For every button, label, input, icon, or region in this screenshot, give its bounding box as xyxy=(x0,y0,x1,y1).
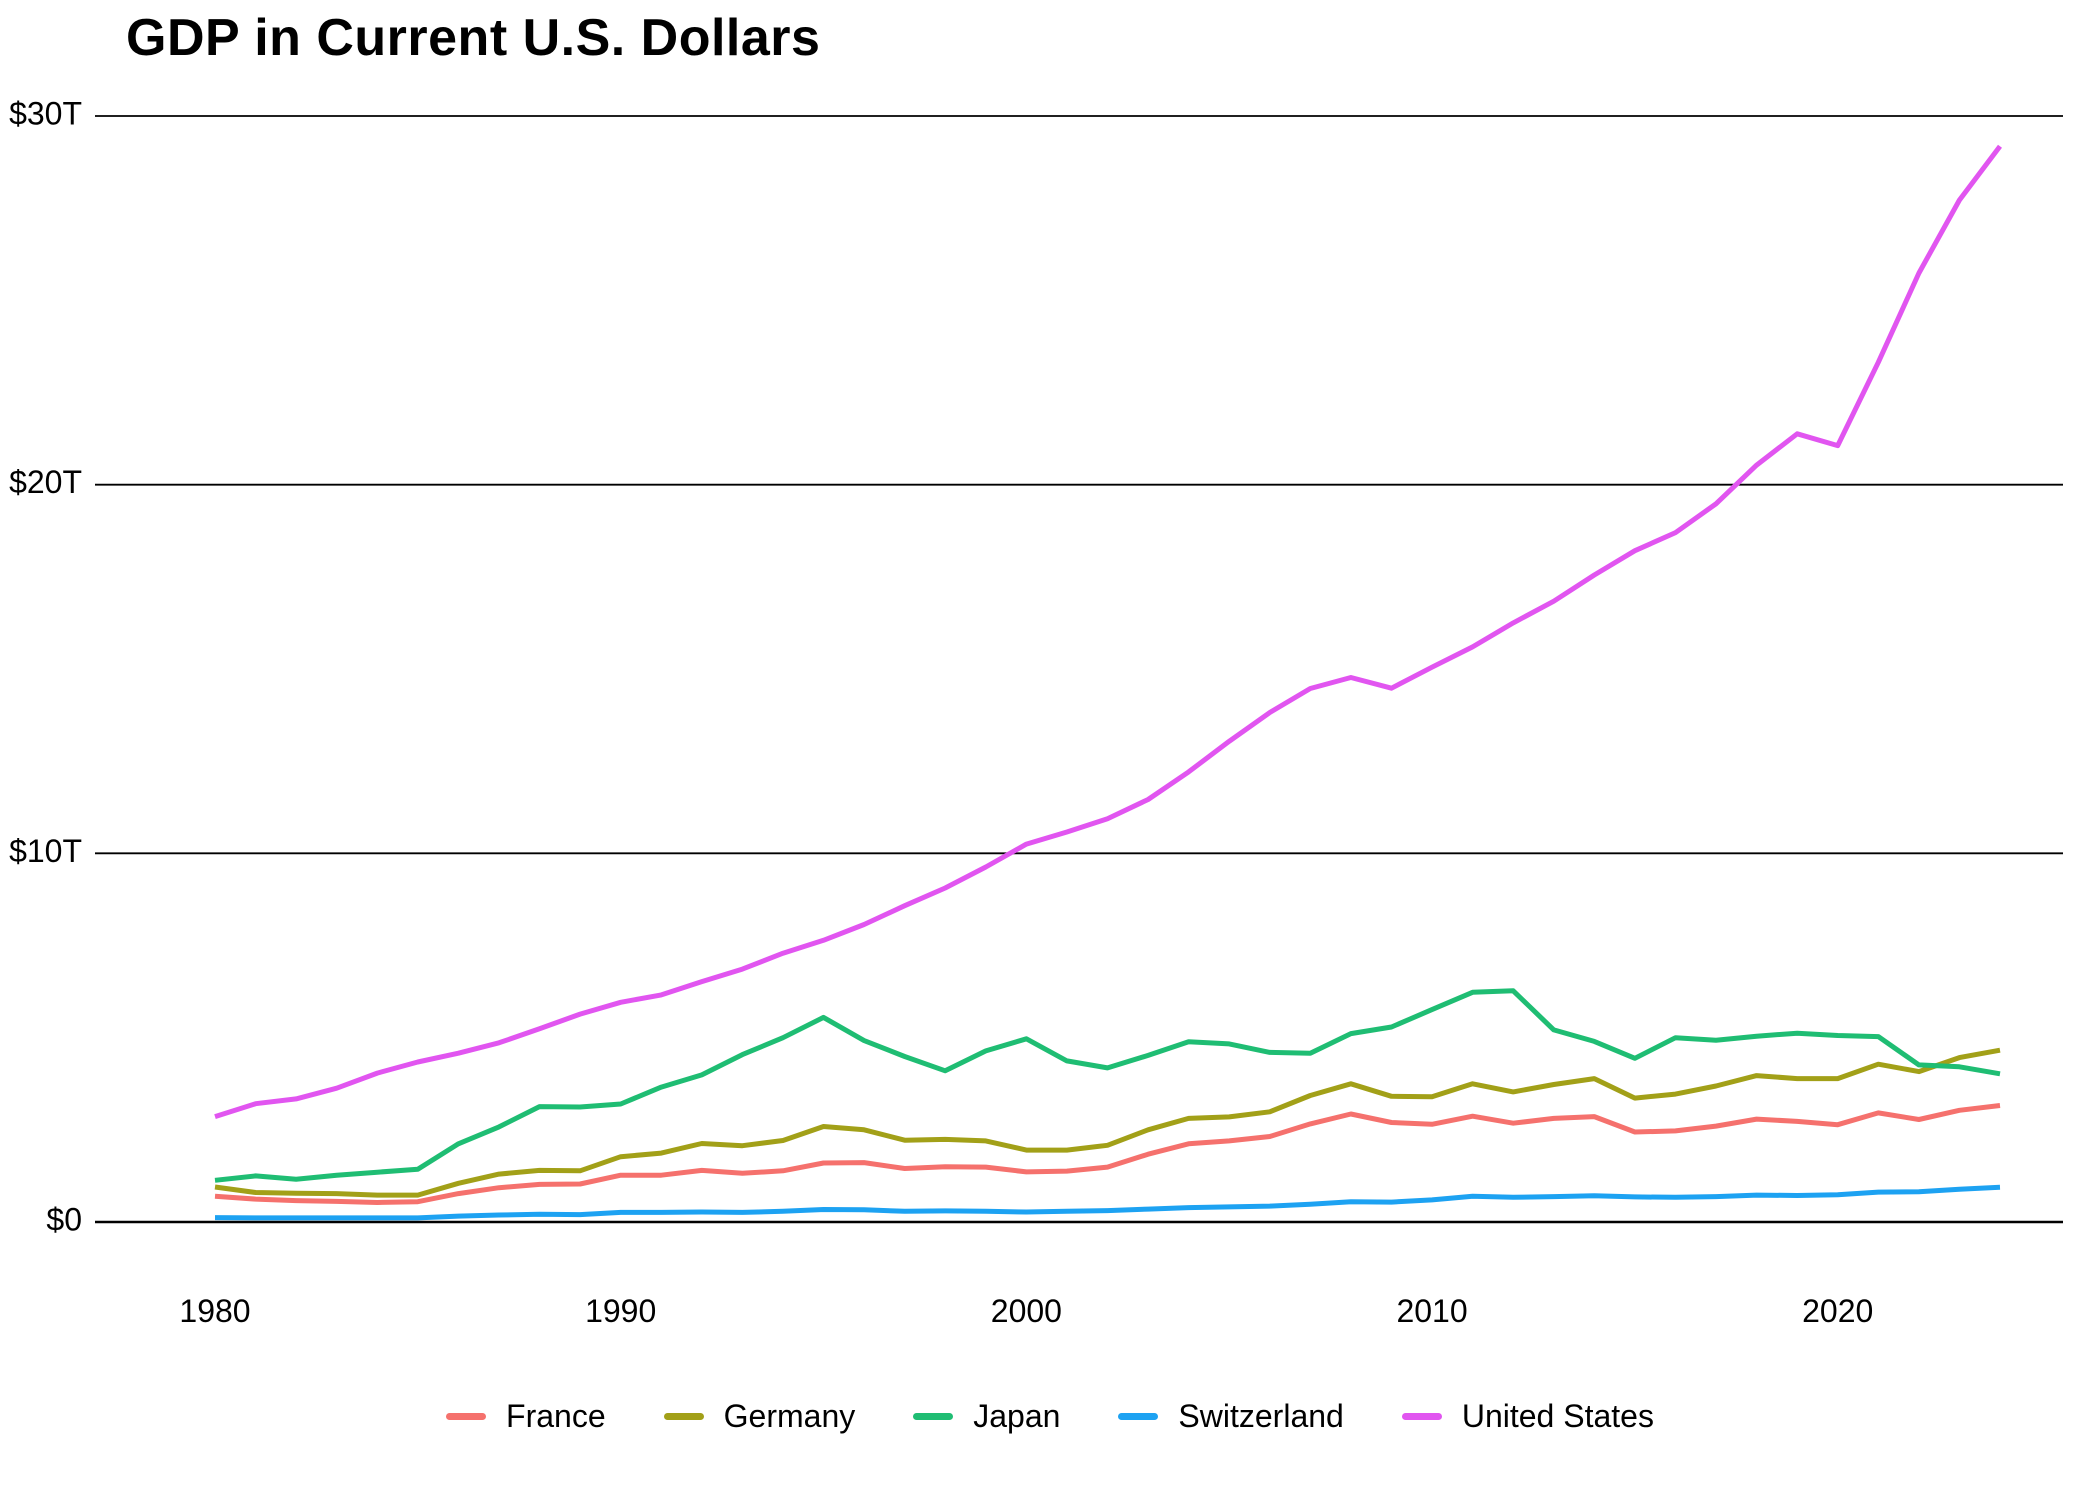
legend-item-france: France xyxy=(446,1398,606,1435)
legend: France Germany Japan Switzerland United Stat… xyxy=(0,1398,2100,1435)
series-line-france xyxy=(214,1103,2001,1205)
series-lines xyxy=(214,144,2002,1221)
x-tick-label: 2000 xyxy=(991,1293,1062,1329)
x-tick-label: 1980 xyxy=(179,1293,250,1329)
y-axis-labels: $0 $10T $20T $30T xyxy=(9,95,82,1237)
legend-label-japan: Japan xyxy=(973,1398,1061,1434)
legend-item-germany: Germany xyxy=(663,1398,856,1435)
x-axis-labels: 1980 1990 2000 2010 2020 xyxy=(179,1293,1873,1329)
legend-label-france: France xyxy=(506,1398,606,1434)
series-line-united-states xyxy=(214,144,2002,1119)
series-line-switzerland xyxy=(214,1184,2001,1221)
x-tick-label: 2010 xyxy=(1396,1293,1467,1329)
legend-label-switzerland: Switzerland xyxy=(1178,1398,1344,1434)
legend-swatch-germany xyxy=(663,1413,704,1420)
y-tick-label: $20T xyxy=(9,464,82,500)
legend-swatch-switzerland xyxy=(1118,1413,1159,1420)
y-tick-label: $30T xyxy=(9,95,82,131)
legend-label-united-states: United States xyxy=(1461,1398,1654,1434)
x-tick-label: 2020 xyxy=(1802,1293,1873,1329)
series-line-japan xyxy=(214,988,2001,1183)
legend-label-germany: Germany xyxy=(723,1398,856,1434)
legend-item-switzerland: Switzerland xyxy=(1118,1398,1344,1435)
legend-swatch-japan xyxy=(913,1413,954,1420)
legend-swatch-france xyxy=(446,1413,487,1420)
legend-swatch-united-states xyxy=(1401,1413,1442,1420)
y-tick-label: $0 xyxy=(46,1201,82,1237)
legend-item-united-states: United States xyxy=(1401,1398,1654,1435)
y-tick-label: $10T xyxy=(9,833,82,869)
series-line-germany xyxy=(214,1047,2001,1198)
gridlines xyxy=(95,115,2063,1224)
chart-title: GDP in Current U.S. Dollars xyxy=(126,9,821,67)
legend-item-japan: Japan xyxy=(913,1398,1060,1435)
x-tick-label: 1990 xyxy=(585,1293,656,1329)
